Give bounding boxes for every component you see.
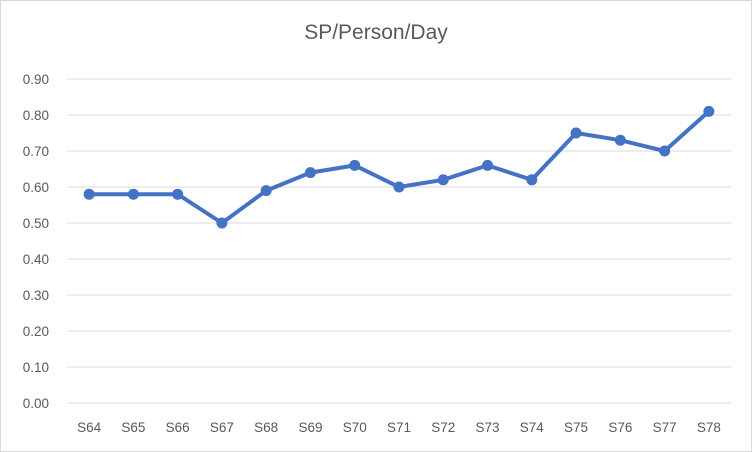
data-point [482,159,494,171]
y-tick-label: 0.80 [23,108,49,123]
data-point [83,188,95,200]
x-tick-label: S75 [564,420,588,435]
y-tick-label: 0.70 [23,144,49,159]
data-point [216,217,228,229]
data-point [659,145,671,157]
x-tick-label: S69 [298,420,322,435]
x-tick-label: S70 [343,420,367,435]
data-point [570,127,582,139]
x-tick-label: S76 [608,420,632,435]
x-tick-label: S78 [697,420,721,435]
x-tick-label: S71 [387,420,411,435]
x-tick-label: S66 [166,420,190,435]
gridlines [67,78,731,404]
chart-title: SP/Person/Day [304,21,448,44]
x-tick-label: S72 [431,420,455,435]
y-tick-label: 0.50 [23,216,49,231]
y-tick-label: 0.20 [23,324,49,339]
x-tick-label: S73 [476,420,500,435]
x-axis-tick-labels: S64 S65 S66 S67 S68 S69 S70 S71 S72 S73 S74 S75 S76 S… [77,420,721,435]
y-tick-label: 0.10 [23,360,49,375]
y-tick-label: 0.90 [23,72,49,87]
x-tick-label: S67 [210,420,234,435]
y-tick-label: 0.60 [23,180,49,195]
data-point [172,188,184,200]
x-tick-label: S64 [77,420,102,435]
data-point [614,134,626,146]
y-axis-tick-labels: 0.00 0.10 0.20 0.30 0.40 0.50 0.60 0.70 0.80 0.90 [23,72,49,411]
data-point [703,105,715,117]
data-point [437,174,449,186]
y-tick-label: 0.30 [23,288,49,303]
data-point [526,174,538,186]
data-point [260,185,272,197]
data-point [393,181,405,193]
data-point [127,188,139,200]
series-layer [83,105,715,229]
data-point [349,159,361,171]
y-tick-label: 0.40 [23,252,49,267]
series-line [87,109,711,225]
y-tick-label: 0.00 [23,396,49,411]
x-tick-label: S77 [653,420,677,435]
x-tick-label: S65 [121,420,145,435]
x-tick-label: S68 [254,420,278,435]
data-point [304,167,316,179]
x-tick-label: S74 [520,420,545,435]
